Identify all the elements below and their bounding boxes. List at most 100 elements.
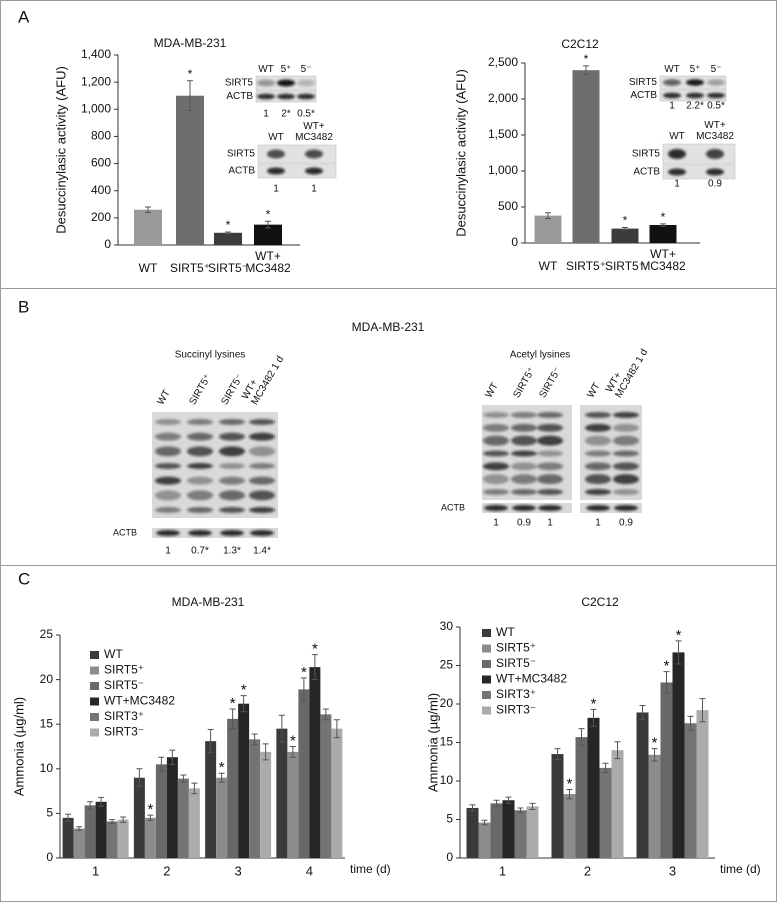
lane-label: WT (268, 131, 284, 143)
error-bar (180, 774, 187, 783)
panel-label: C (18, 569, 30, 588)
chart-title: C2C12 (561, 37, 599, 51)
blot-band (511, 450, 537, 457)
y-tick-label: 600 (91, 156, 111, 170)
bar (155, 764, 167, 858)
quantification: 0.9 (708, 179, 722, 190)
lane-label: 5⁺ (689, 63, 701, 75)
quantification: 2.2* (686, 101, 704, 112)
bar (144, 817, 156, 858)
x-tick-label-box: SIRT5⁻ (604, 259, 646, 273)
bar (575, 737, 588, 858)
error-bar (651, 748, 658, 762)
y-axis-label: Desuccinylasic activity (AFU) (453, 69, 468, 237)
legend-swatch (482, 660, 491, 668)
bar (502, 800, 515, 858)
significance-mark: * (266, 207, 271, 221)
y-tick-label: 1,200 (81, 74, 111, 88)
x-tick-label: SIRT5⁻ (604, 259, 646, 273)
blot-band (585, 412, 611, 418)
bar (117, 819, 129, 858)
y-tick-label: 400 (91, 183, 111, 197)
blot-band (155, 463, 181, 469)
blot-band (613, 474, 639, 485)
y-tick-label: 200 (91, 210, 111, 224)
bar (238, 703, 250, 858)
lane-label: 5⁺ (280, 63, 292, 75)
blot-band (219, 432, 245, 441)
error-bar (322, 708, 329, 721)
blot-band (686, 92, 704, 99)
legend-label: WT (104, 647, 123, 661)
blot-band (249, 490, 275, 501)
significance-mark: * (661, 210, 666, 224)
blot-strip (662, 164, 736, 180)
lane-label: WT (258, 63, 274, 75)
blot-band (219, 476, 245, 485)
error-bar (145, 206, 151, 213)
error-bar (566, 788, 573, 800)
bar (636, 712, 649, 858)
bar (331, 728, 343, 858)
blot-band (155, 476, 181, 485)
blot-band (537, 435, 563, 446)
blot-band (257, 79, 275, 87)
blot-band (538, 505, 562, 511)
legend-label: SIRT3⁻ (104, 725, 144, 739)
legend-swatch (482, 706, 491, 715)
blot-band (613, 450, 639, 457)
lane-label-box: WT (664, 64, 680, 75)
blot-band (663, 79, 681, 86)
blot-band (219, 490, 245, 501)
error-bar (109, 819, 116, 824)
legend-swatch (90, 651, 99, 659)
bar (214, 232, 242, 245)
error-bar (76, 826, 83, 831)
blot-band (484, 505, 508, 511)
y-axis-label: Ammonia (µg/ml) (11, 697, 26, 796)
bar (260, 751, 272, 858)
legend-swatch (90, 713, 99, 721)
significance-mark: * (147, 801, 153, 818)
y-tick-label: 2,500 (488, 55, 518, 69)
lane-label: 5⁻ (300, 63, 312, 75)
bar (466, 807, 479, 858)
x-tick-label: SIRT5⁺ (169, 261, 211, 275)
blot-band (249, 463, 275, 469)
error-bar (87, 801, 94, 810)
y-tick-label: 2,000 (488, 91, 518, 105)
quantification: 1 (263, 109, 269, 120)
blot-band (156, 530, 180, 536)
blot-band (586, 505, 610, 511)
legend-swatch (482, 675, 491, 684)
bar (309, 667, 321, 858)
x-tick-label-box: WT+ MC3482 (245, 250, 290, 275)
error-bar (333, 719, 340, 739)
error-bar (469, 804, 476, 812)
blot-band (187, 490, 213, 501)
lane-label-box: 5⁻ (711, 64, 722, 75)
blot-band (585, 462, 611, 471)
blot-band (297, 79, 315, 87)
lane-label-box: 5⁺ (689, 63, 701, 75)
legend-label: WT (496, 625, 515, 639)
legend-swatch (482, 629, 491, 637)
error-bar (622, 227, 628, 231)
legend-swatch (482, 691, 491, 699)
error-bar (481, 819, 488, 826)
bar (205, 741, 217, 858)
blot-band (249, 432, 275, 441)
error-bar (207, 729, 214, 754)
bar (298, 689, 310, 858)
blot-band (483, 423, 509, 432)
panel-label: A (18, 7, 30, 26)
x-tick-label: WT+ MC3482 (640, 246, 686, 273)
x-tick-label: 3 (669, 863, 676, 878)
y-tick-label: 1,000 (488, 163, 518, 177)
legend-label: SIRT5⁺ (496, 641, 536, 655)
blot-band (537, 450, 563, 457)
blot-band (155, 507, 181, 513)
y-axis-label: Desuccinylasic activity (AFU) (53, 66, 68, 234)
y-tick-label: 5 (46, 806, 53, 820)
significance-mark: * (312, 641, 318, 658)
